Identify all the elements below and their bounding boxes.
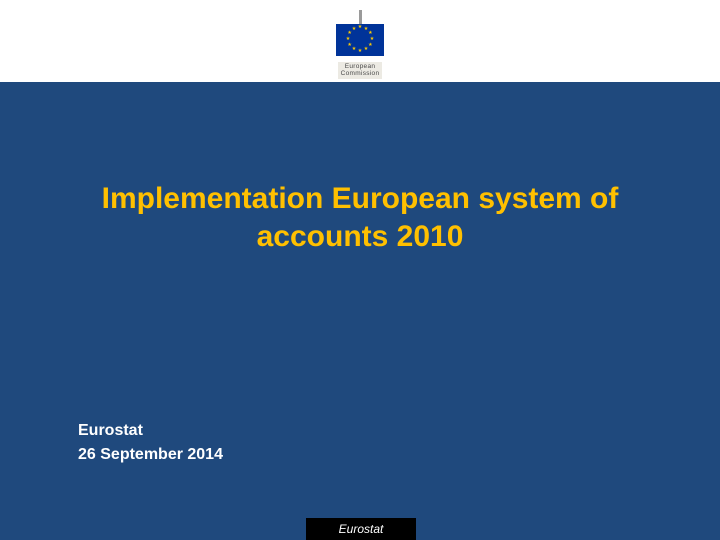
slide: ★ ★ ★ ★ ★ ★ ★ ★ ★ ★ ★ ★ European Commiss…: [0, 0, 720, 540]
presenter: Eurostat: [78, 422, 143, 440]
ec-logo-pole: [359, 10, 362, 24]
eu-stars-icon: ★ ★ ★ ★ ★ ★ ★ ★ ★ ★ ★ ★: [344, 24, 376, 56]
ec-logo-label: European Commission: [338, 62, 383, 79]
footer-label: Eurostat: [306, 518, 416, 540]
eu-flag-icon: ★ ★ ★ ★ ★ ★ ★ ★ ★ ★ ★ ★: [336, 24, 384, 56]
slide-title: Implementation European system of accoun…: [60, 180, 660, 255]
presentation-date: 26 September 2014: [78, 446, 223, 464]
ec-logo: ★ ★ ★ ★ ★ ★ ★ ★ ★ ★ ★ ★ European Commiss…: [316, 10, 404, 79]
